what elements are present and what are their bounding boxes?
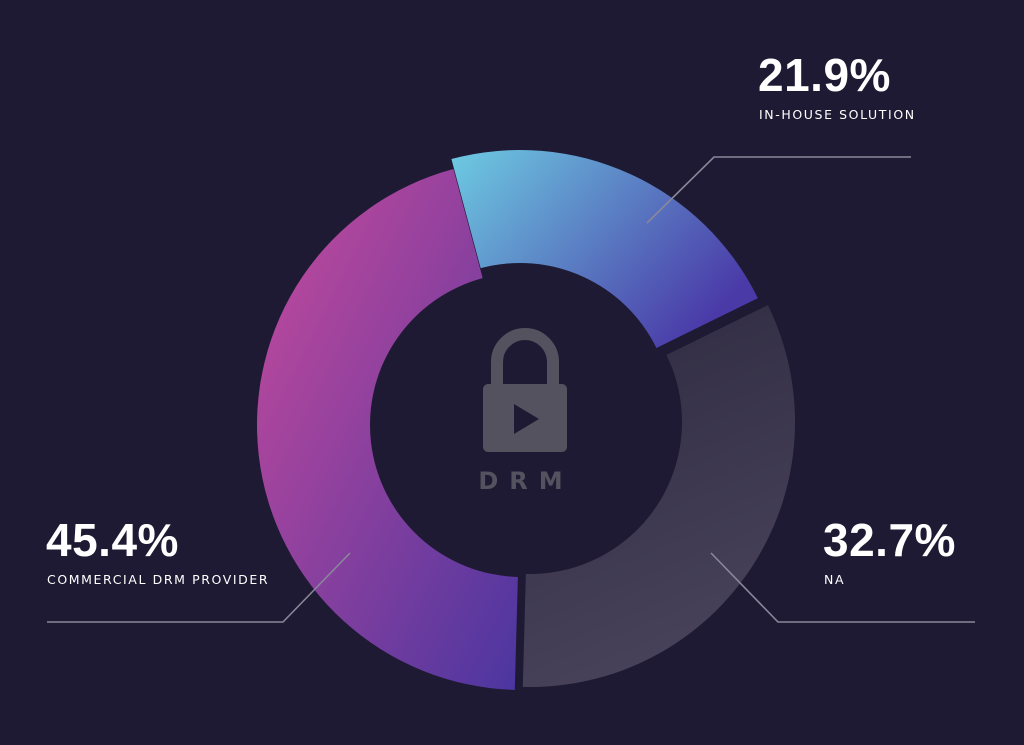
play-icon — [514, 404, 539, 434]
leader-commercial — [47, 552, 351, 623]
na-value: 32.7% — [823, 514, 956, 566]
leader-inhouse — [646, 156, 911, 224]
slice-na — [522, 305, 796, 688]
inhouse-label: IN-HOUSE SOLUTION — [759, 107, 916, 122]
donut-slices — [256, 150, 796, 690]
commercial-label: COMMERCIAL DRM PROVIDER — [47, 572, 270, 587]
inhouse-value: 21.9% — [758, 49, 891, 101]
slice-inhouse — [451, 150, 758, 348]
center-label: DRM — [478, 467, 573, 495]
slice-commercial — [256, 169, 518, 690]
commercial-value: 45.4% — [46, 514, 179, 566]
lock-play-icon: DRM — [478, 328, 573, 495]
na-label: NA — [824, 572, 846, 587]
leader-lines — [47, 156, 975, 623]
leader-na — [710, 552, 975, 623]
